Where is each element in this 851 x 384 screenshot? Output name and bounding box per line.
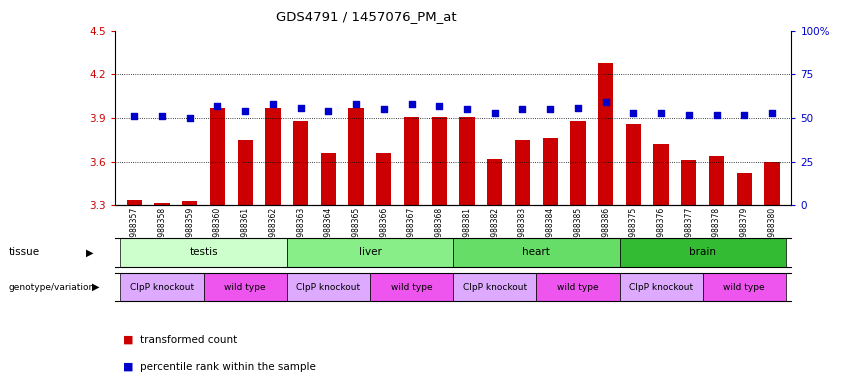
Bar <box>287 238 453 267</box>
Bar <box>737 174 752 205</box>
Text: transformed count: transformed count <box>140 335 237 345</box>
Text: ClpP knockout: ClpP knockout <box>130 283 194 291</box>
Bar <box>515 140 530 205</box>
Bar <box>454 238 620 267</box>
Bar <box>293 121 308 205</box>
Bar <box>182 201 197 205</box>
Point <box>183 115 197 121</box>
Bar <box>321 153 336 205</box>
Text: wild type: wild type <box>391 283 432 291</box>
Bar <box>570 121 585 205</box>
Point <box>599 99 613 106</box>
Text: ClpP knockout: ClpP knockout <box>463 283 527 291</box>
Point <box>626 110 640 116</box>
Point <box>571 104 585 111</box>
Point <box>266 101 280 107</box>
Point <box>432 103 446 109</box>
Point <box>155 113 168 119</box>
Bar <box>454 273 536 301</box>
Text: ■: ■ <box>123 362 134 372</box>
Bar <box>598 63 614 205</box>
Point <box>405 101 419 107</box>
Text: heart: heart <box>523 247 551 258</box>
Bar <box>654 144 669 205</box>
Bar <box>154 202 169 205</box>
Text: testis: testis <box>189 247 218 258</box>
Text: liver: liver <box>358 247 381 258</box>
Bar <box>370 273 453 301</box>
Text: tissue: tissue <box>9 247 40 258</box>
Point <box>710 111 723 118</box>
Bar <box>404 117 420 205</box>
Bar <box>620 238 785 267</box>
Bar <box>487 159 502 205</box>
Text: ClpP knockout: ClpP knockout <box>629 283 694 291</box>
Bar <box>237 140 253 205</box>
Text: percentile rank within the sample: percentile rank within the sample <box>140 362 317 372</box>
Text: wild type: wild type <box>557 283 599 291</box>
Point <box>516 106 529 113</box>
Bar <box>266 108 281 205</box>
Bar <box>536 273 620 301</box>
Text: genotype/variation: genotype/variation <box>9 283 94 291</box>
Point <box>460 106 474 113</box>
Bar <box>625 124 641 205</box>
Text: ▶: ▶ <box>93 282 100 292</box>
Bar <box>703 273 785 301</box>
Bar <box>681 160 696 205</box>
Bar <box>543 139 557 205</box>
Point <box>349 101 363 107</box>
Bar <box>210 108 226 205</box>
Text: brain: brain <box>689 247 717 258</box>
Point <box>377 106 391 113</box>
Bar <box>431 117 447 205</box>
Text: wild type: wild type <box>225 283 266 291</box>
Point <box>211 103 225 109</box>
Bar <box>203 273 287 301</box>
Point <box>238 108 252 114</box>
Point <box>654 110 668 116</box>
Bar <box>121 238 287 267</box>
Bar <box>620 273 703 301</box>
Text: wild type: wild type <box>723 283 765 291</box>
Text: ▶: ▶ <box>86 247 93 258</box>
Bar <box>709 156 724 205</box>
Bar <box>349 108 363 205</box>
Point <box>322 108 335 114</box>
Bar <box>460 117 475 205</box>
Bar <box>764 162 780 205</box>
Text: GDS4791 / 1457076_PM_at: GDS4791 / 1457076_PM_at <box>276 10 456 23</box>
Point <box>128 113 141 119</box>
Text: ClpP knockout: ClpP knockout <box>296 283 361 291</box>
Text: ■: ■ <box>123 335 134 345</box>
Point <box>488 110 501 116</box>
Bar <box>376 153 391 205</box>
Point <box>294 104 307 111</box>
Point <box>765 110 779 116</box>
Point <box>682 111 695 118</box>
Point <box>738 111 751 118</box>
Bar <box>127 200 142 205</box>
Bar <box>121 273 203 301</box>
Point <box>544 106 557 113</box>
Bar <box>287 273 370 301</box>
